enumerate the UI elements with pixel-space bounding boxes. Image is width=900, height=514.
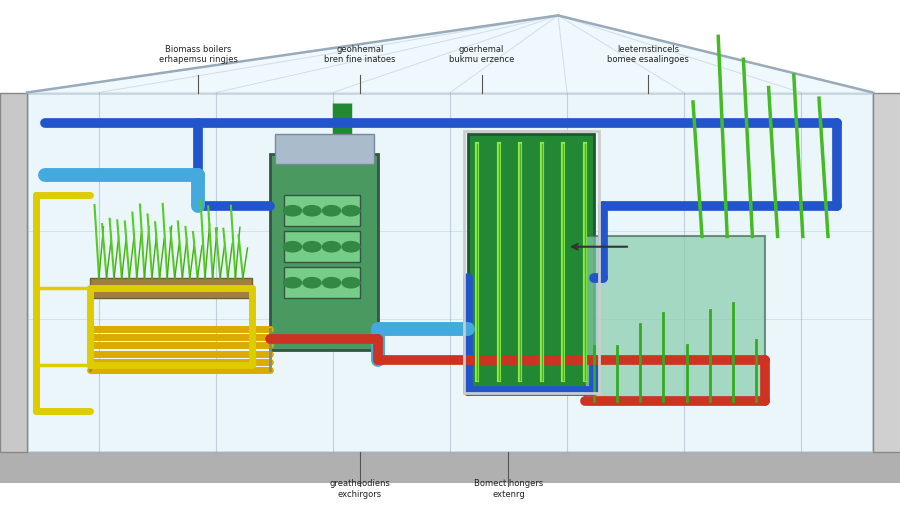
Circle shape xyxy=(342,242,360,252)
Circle shape xyxy=(303,242,321,252)
Circle shape xyxy=(303,206,321,216)
Text: Bomect hongers
extenrg: Bomect hongers extenrg xyxy=(474,479,543,499)
Circle shape xyxy=(322,242,340,252)
Bar xyxy=(274,134,374,164)
Circle shape xyxy=(303,278,321,288)
Circle shape xyxy=(342,278,360,288)
Bar xyxy=(585,236,765,401)
Bar xyxy=(284,231,360,262)
Bar xyxy=(284,267,360,298)
Bar xyxy=(468,134,594,391)
Text: goerhemal
bukmu erzence: goerhemal bukmu erzence xyxy=(449,45,514,64)
Polygon shape xyxy=(27,15,873,93)
Bar xyxy=(90,278,252,298)
Circle shape xyxy=(284,206,302,216)
Text: greatheodiens
exchirgors: greatheodiens exchirgors xyxy=(329,479,391,499)
Circle shape xyxy=(284,278,302,288)
Text: leeternstincels
bomee esaalingoes: leeternstincels bomee esaalingoes xyxy=(608,45,688,64)
Bar xyxy=(284,195,360,226)
Bar xyxy=(0,452,900,483)
Bar xyxy=(27,93,873,452)
Circle shape xyxy=(284,242,302,252)
Bar xyxy=(0,93,27,452)
Circle shape xyxy=(322,278,340,288)
Bar xyxy=(873,93,900,452)
Bar xyxy=(270,154,378,350)
Bar xyxy=(464,131,598,393)
Text: Biomass boilers
erhapemsu ringjes: Biomass boilers erhapemsu ringjes xyxy=(158,45,238,64)
Circle shape xyxy=(322,206,340,216)
Text: geohhemal
bren fine inatoes: geohhemal bren fine inatoes xyxy=(324,45,396,64)
Circle shape xyxy=(342,206,360,216)
